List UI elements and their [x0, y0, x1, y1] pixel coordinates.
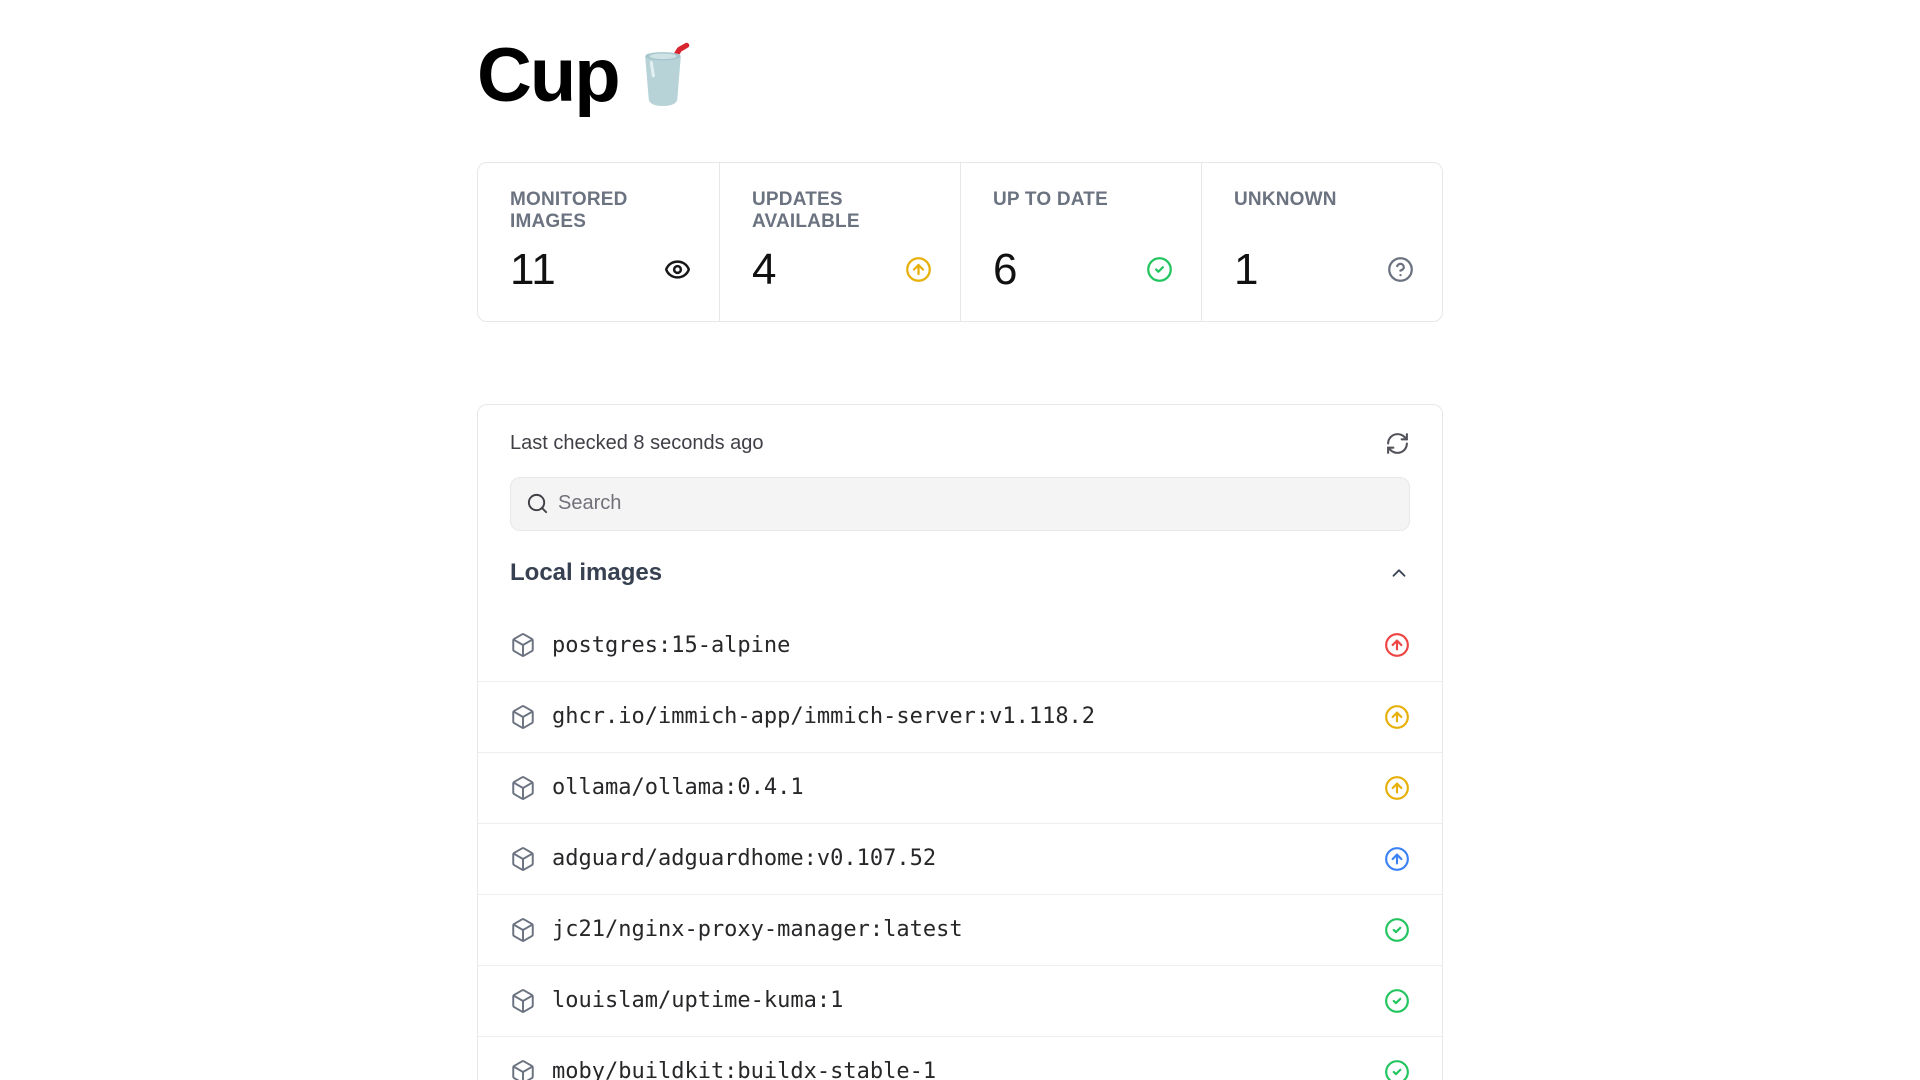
section-header: Local images	[510, 559, 1410, 587]
image-row[interactable]: postgres:15-alpine	[478, 610, 1442, 681]
cup-with-straw-emoji	[645, 42, 690, 107]
page-header: Cup	[477, 34, 1443, 118]
up-to-date-icon	[1384, 917, 1410, 943]
image-row[interactable]: ollama/ollama:0.4.1	[478, 751, 1442, 823]
eye-icon	[664, 256, 691, 283]
package-icon	[510, 1059, 536, 1080]
refresh-button[interactable]	[1385, 431, 1410, 456]
page-title: Cup	[477, 33, 621, 118]
panel-header: Last checked 8 seconds ago	[510, 431, 1410, 456]
stat-label: UPDATES AVAILABLE	[752, 188, 860, 232]
stat-label: MONITORED IMAGES	[510, 188, 628, 232]
major-update-icon	[1384, 632, 1410, 658]
stats-summary: MONITORED IMAGES 11 UPDATES AVAILABLE 4 …	[477, 161, 1443, 322]
package-icon	[510, 704, 536, 730]
stat-value: 1	[1234, 244, 1259, 294]
content-column: Cup MONITORED IMAGES 11 UPDATES AVAILABL…	[477, 0, 1443, 1080]
stat-value: 4	[752, 244, 777, 294]
section-title: Local images	[510, 558, 663, 586]
search-box[interactable]	[510, 476, 1410, 531]
image-name: louislam/uptime-kuma:1	[552, 988, 844, 1014]
package-icon	[510, 632, 536, 658]
image-name: moby/buildkit:buildx-stable-1	[552, 1059, 937, 1080]
images-panel: Last checked 8 seconds ago	[477, 403, 1443, 1080]
package-icon	[510, 846, 536, 872]
search-input[interactable]	[558, 492, 1394, 516]
circle-help-icon	[1387, 256, 1414, 283]
image-row[interactable]: jc21/nginx-proxy-manager:latest	[478, 893, 1442, 965]
chevron-up-icon	[1392, 568, 1406, 577]
stat-card-unknown: UNKNOWN 1	[1201, 162, 1442, 321]
minor-update-icon	[1384, 775, 1410, 801]
last-checked-text: Last checked 8 seconds ago	[510, 431, 764, 454]
stat-label: UP TO DATE	[993, 188, 1108, 210]
collapse-button[interactable]	[1388, 562, 1410, 584]
image-name: adguard/adguardhome:v0.107.52	[552, 846, 937, 872]
image-row[interactable]: ghcr.io/immich-app/immich-server:v1.118.…	[478, 680, 1442, 752]
stat-label: UNKNOWN	[1234, 188, 1337, 210]
stat-card-up-to-date: UP TO DATE 6	[960, 162, 1201, 321]
image-row[interactable]: moby/buildkit:buildx-stable-1	[478, 1035, 1442, 1080]
minor-update-icon	[1384, 704, 1410, 730]
image-list: postgres:15-alpine ghcr.io/immich-app/im…	[478, 610, 1442, 1080]
stat-value: 11	[510, 244, 556, 294]
image-name: ollama/ollama:0.4.1	[552, 775, 804, 801]
package-icon	[510, 775, 536, 801]
up-to-date-icon	[1384, 1059, 1410, 1080]
image-row[interactable]: louislam/uptime-kuma:1	[478, 964, 1442, 1036]
circle-check-icon	[1146, 256, 1173, 283]
refresh-icon	[1387, 432, 1408, 454]
circle-arrow-up-icon	[905, 256, 932, 283]
image-name: jc21/nginx-proxy-manager:latest	[552, 917, 963, 943]
image-row[interactable]: adguard/adguardhome:v0.107.52	[478, 822, 1442, 894]
search-icon	[527, 494, 548, 514]
package-icon	[510, 988, 536, 1014]
stat-value: 6	[993, 244, 1018, 294]
up-to-date-icon	[1384, 988, 1410, 1014]
image-name: ghcr.io/immich-app/immich-server:v1.118.…	[552, 704, 1096, 730]
patch-update-icon	[1384, 846, 1410, 872]
image-name: postgres:15-alpine	[552, 632, 791, 658]
package-icon	[510, 917, 536, 943]
stat-card-updates-available: UPDATES AVAILABLE 4	[719, 162, 960, 321]
stat-card-monitored-images: MONITORED IMAGES 11	[478, 163, 719, 321]
